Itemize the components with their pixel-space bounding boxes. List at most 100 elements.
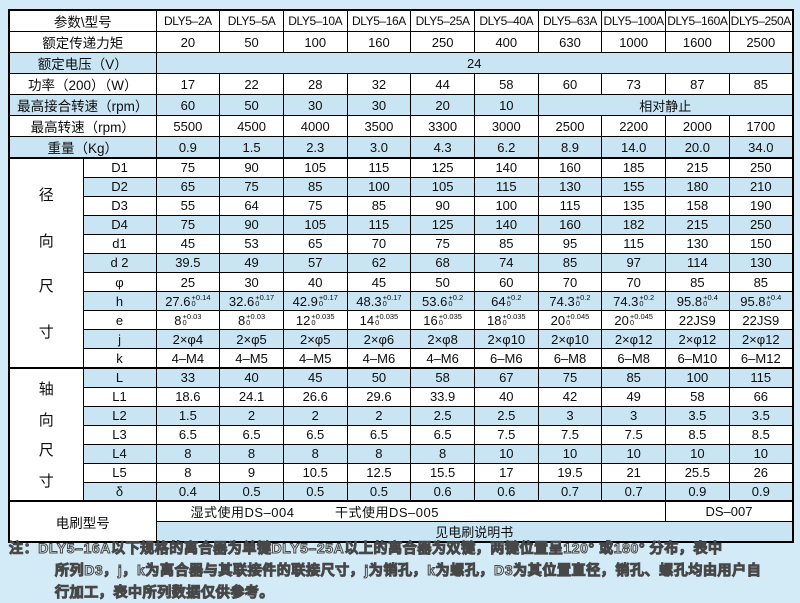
value-cell: 40: [282, 271, 348, 293]
value-cell: 115: [473, 176, 539, 197]
value-cell: 20: [410, 94, 475, 116]
value-cell: 75: [155, 156, 221, 178]
value-cell: 58: [473, 73, 539, 95]
value-cell: 125: [410, 156, 475, 178]
value-cell: 44: [410, 73, 475, 95]
model-header: DLY5–25A: [410, 9, 475, 32]
value-cell: 130: [537, 176, 603, 197]
model-header: DLY5–100A: [601, 9, 667, 32]
value-cell: 95: [537, 233, 603, 254]
value-cell: 25: [155, 271, 221, 293]
value-cell: 210: [728, 176, 794, 197]
footnote-text: 注：DLY5–16A以下规格的离合器为单键DLY5–25A以上的离合器为双键，两…: [9, 540, 723, 557]
value-cell: 53.6 +0.2 0: [410, 291, 475, 312]
value-cell: 130: [665, 233, 730, 254]
value-cell: 75: [282, 195, 348, 216]
value-cell: 105: [282, 156, 348, 178]
value-cell: 2×φ12: [665, 329, 730, 350]
value-cell: 160: [537, 214, 603, 235]
value-cell: 34.0: [728, 136, 794, 159]
value-cell: 25.5: [665, 462, 730, 483]
value-cell: 95.8 +0.4 0: [665, 291, 730, 312]
value-cell: 6.5: [410, 424, 475, 445]
value-cell: 75: [410, 233, 475, 254]
value-cell: 115: [537, 195, 603, 216]
value-cell: 10: [665, 443, 730, 464]
value-cell: 85: [282, 176, 348, 197]
value-cell: 18 +0.035 0: [473, 310, 539, 331]
dim-label: D1: [82, 156, 157, 178]
value-cell: 97: [601, 252, 667, 273]
value-cell: 50: [219, 31, 284, 53]
value-cell: 55: [155, 195, 221, 216]
value-cell: 60: [473, 271, 539, 293]
dim-label: D2: [82, 176, 157, 197]
value-cell: 45: [282, 367, 348, 388]
group-label-char: 径: [38, 186, 54, 204]
value-cell: 40: [219, 367, 284, 388]
value-cell: 6–M8: [601, 348, 667, 369]
value-cell: 100: [282, 31, 348, 53]
value-cell: 85: [665, 271, 730, 293]
value-cell: 30: [282, 94, 348, 116]
value-cell: 39.5: [155, 252, 221, 273]
value-cell: 150: [728, 233, 794, 254]
value-cell: 21: [601, 462, 667, 483]
value-cell: 250: [728, 214, 794, 235]
value-cell: 4000: [282, 115, 348, 137]
spec-table: 参数\型号 DLY5–2A DLY5–5A DLY5–10A DLY5–16A DLY5–…: [8, 9, 794, 543]
brush-wet-dry-cell: 湿式使用DS–004 干式使用DS–005: [155, 500, 667, 522]
brush-ds007-cell: DS–007: [665, 500, 794, 522]
footnote-line-1: 注：DLY5–16A以下规格的离合器为单键DLY5–25A以上的离合器为双键，两…: [9, 537, 797, 559]
value-cell: 75: [537, 367, 603, 388]
model-header: DLY5–5A: [219, 9, 284, 32]
value-cell: 6.2: [473, 136, 539, 159]
value-cell: 50: [346, 367, 412, 388]
value-cell: 70: [601, 271, 667, 293]
row-label: 最高转速（rpm）: [8, 115, 157, 137]
value-cell: 33: [155, 367, 221, 388]
value-cell: 30: [219, 271, 284, 293]
value-cell: 53: [219, 233, 284, 254]
value-cell: 4–M5: [219, 348, 284, 369]
value-cell: 10: [601, 443, 667, 464]
value-cell: 17: [155, 73, 221, 95]
value-cell: 1.5: [155, 405, 221, 426]
dim-label: L3: [82, 424, 157, 445]
value-cell: 0.7: [601, 481, 667, 502]
value-cell: 12 +0.035 0: [282, 310, 348, 331]
footnote-text: 行加工，表中所列数据仅供参考。: [55, 584, 274, 601]
value-cell: 6–M6: [473, 348, 539, 369]
value-cell: 2×φ5: [282, 329, 348, 350]
value-cell: 90: [410, 195, 475, 216]
group-label-char: 寸: [38, 472, 54, 490]
value-cell: 115: [728, 367, 794, 388]
value-cell: 0.5: [282, 481, 348, 502]
value-cell: 18.6: [155, 386, 221, 407]
value-cell: 155: [601, 176, 667, 197]
dim-label: h: [82, 291, 157, 312]
value-cell: 8.5: [665, 424, 730, 445]
axial-group-label: 轴向尺寸: [8, 367, 84, 502]
model-header: DLY5–40A: [473, 9, 539, 32]
row-label: 重量（Kg）: [8, 136, 157, 159]
value-cell: 42.9 +0.17 0: [282, 291, 348, 312]
footnote-line-3: 行加工，表中所列数据仅供参考。: [9, 581, 797, 603]
value-cell: 1000: [601, 31, 667, 53]
value-cell: 85: [728, 271, 794, 293]
value-cell: 8.5: [728, 424, 794, 445]
value-cell: 215: [665, 214, 730, 235]
value-cell: 140: [473, 156, 539, 178]
value-cell: 3.0: [346, 136, 412, 159]
value-cell: 2.5: [410, 405, 475, 426]
value-cell: 10: [473, 94, 539, 116]
value-cell: 49: [601, 386, 667, 407]
value-cell: 65: [155, 176, 221, 197]
model-header: DLY5–10A: [282, 9, 348, 32]
value-cell: 115: [346, 214, 412, 235]
value-cell: 14 +0.035 0: [346, 310, 412, 331]
value-cell: 4–M6: [410, 348, 475, 369]
value-cell: 6.5: [346, 424, 412, 445]
value-cell: 8 +0.03 0: [219, 310, 284, 331]
value-cell: 100: [473, 195, 539, 216]
